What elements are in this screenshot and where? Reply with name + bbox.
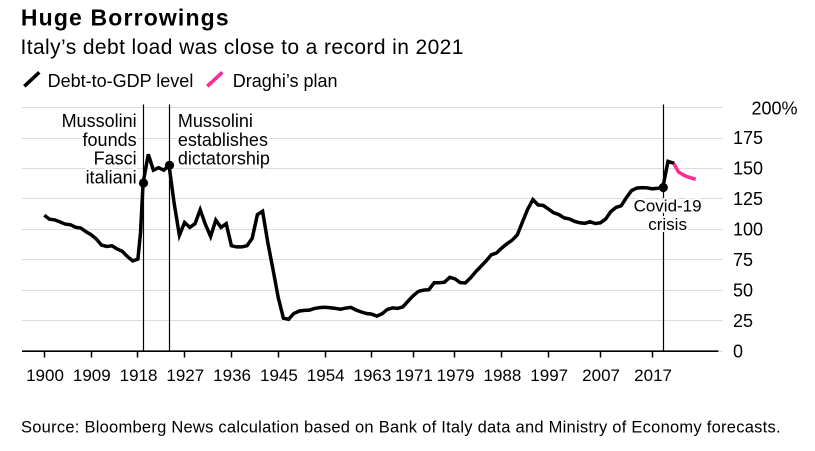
svg-text:1900: 1900 (26, 366, 64, 385)
svg-text:1918: 1918 (120, 366, 158, 385)
svg-text:dictatorship: dictatorship (178, 149, 270, 169)
svg-text:150: 150 (733, 159, 763, 179)
svg-text:Draghi’s plan: Draghi’s plan (233, 71, 338, 91)
svg-text:200%: 200% (751, 99, 797, 119)
svg-text:founds: founds (83, 130, 137, 150)
svg-text:Mussolini: Mussolini (62, 111, 137, 131)
svg-text:italiani: italiani (86, 168, 137, 188)
svg-text:1988: 1988 (483, 366, 521, 385)
svg-text:2007: 2007 (582, 366, 620, 385)
svg-text:1971: 1971 (395, 366, 433, 385)
svg-text:2017: 2017 (634, 366, 672, 385)
svg-text:75: 75 (733, 250, 753, 270)
svg-text:Huge Borrowings: Huge Borrowings (21, 4, 230, 30)
svg-text:175: 175 (733, 128, 763, 148)
svg-text:Mussolini: Mussolini (178, 111, 253, 131)
svg-text:25: 25 (733, 311, 753, 331)
svg-text:100: 100 (733, 220, 763, 240)
svg-text:1954: 1954 (307, 366, 345, 385)
svg-text:1997: 1997 (530, 366, 568, 385)
svg-text:1963: 1963 (353, 366, 391, 385)
svg-text:1909: 1909 (73, 366, 111, 385)
svg-text:1979: 1979 (437, 366, 475, 385)
svg-text:Source: Bloomberg News calcula: Source: Bloomberg News calculation based… (21, 419, 781, 437)
svg-text:1945: 1945 (260, 366, 298, 385)
svg-text:Italy’s debt load was close to: Italy’s debt load was close to a record … (21, 36, 464, 59)
svg-text:125: 125 (733, 189, 763, 209)
svg-text:0: 0 (733, 341, 743, 361)
svg-text:1936: 1936 (213, 366, 251, 385)
svg-text:Covid-19: Covid-19 (634, 196, 702, 215)
svg-text:Fasci: Fasci (94, 149, 137, 169)
svg-text:crisis: crisis (648, 215, 687, 234)
svg-text:1927: 1927 (166, 366, 204, 385)
svg-text:50: 50 (733, 281, 753, 301)
svg-text:Debt-to-GDP level: Debt-to-GDP level (48, 71, 194, 91)
svg-text:establishes: establishes (178, 130, 268, 150)
